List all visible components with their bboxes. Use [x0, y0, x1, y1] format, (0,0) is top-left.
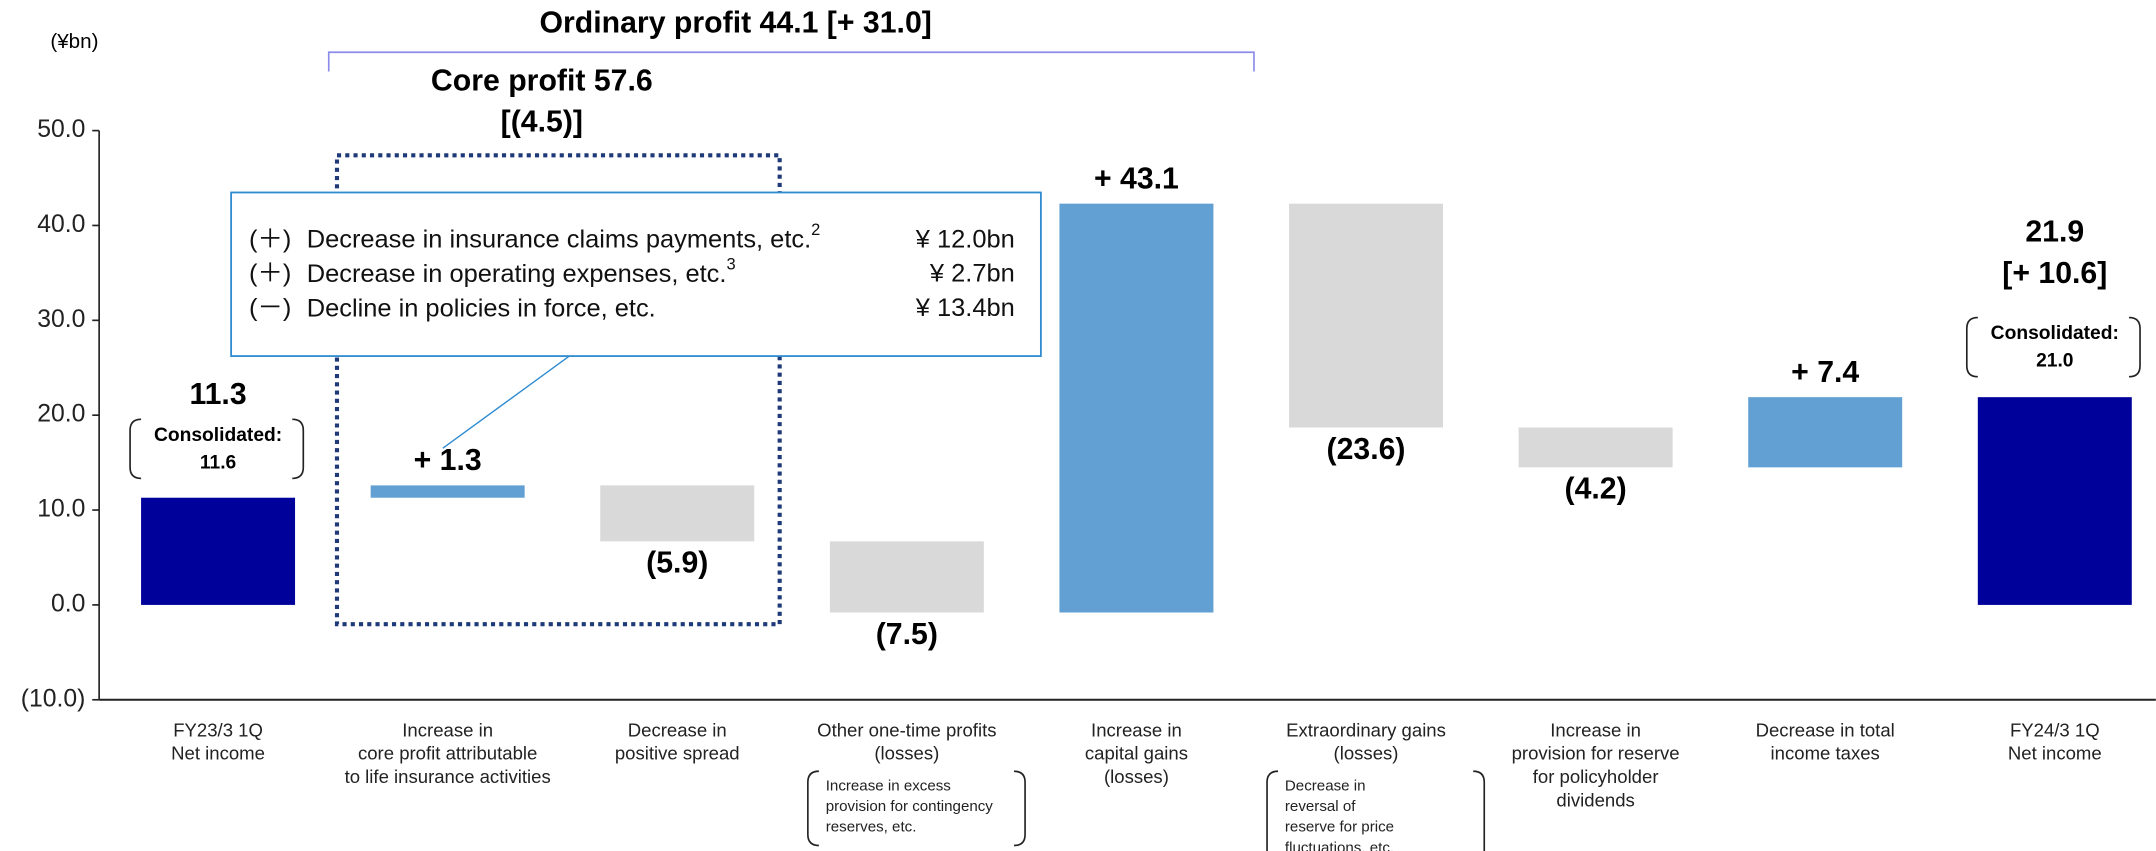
callout-item: Decrease in insurance claims payments, e…	[307, 225, 811, 253]
x-tick-label: Decrease in	[628, 719, 727, 740]
x-tick-label: positive spread	[615, 743, 740, 764]
x-tick-label: (losses)	[1104, 766, 1169, 787]
category-note-bracket	[1014, 770, 1026, 847]
x-tick-label: core profit attributable	[358, 743, 537, 764]
footnote-ref: 3	[726, 256, 735, 274]
y-tick-label: 50.0	[37, 116, 85, 143]
footnote-ref: 2	[811, 221, 820, 239]
x-tick-label: Extraordinary gains	[1286, 719, 1446, 740]
value-label: (5.9)	[646, 547, 708, 580]
consolidated-label: Consolidated:	[1991, 323, 2119, 344]
core-profit-box	[334, 153, 782, 627]
y-tick-label: 30.0	[37, 306, 85, 333]
callout-sign: (＋)	[249, 225, 291, 253]
bar	[370, 485, 525, 498]
x-tick-label: Net income	[2008, 743, 2102, 764]
callout-amount: ¥ 13.4bn	[915, 294, 1015, 322]
x-tick-label: capital gains	[1085, 743, 1188, 764]
x-tick-label: FY24/3 1Q	[2010, 719, 2100, 740]
category-note-bracket	[1473, 770, 1486, 851]
category-note: reserve for price	[1285, 819, 1394, 836]
value-label: + 1.3	[414, 444, 482, 477]
consolidated-bracket	[2128, 316, 2141, 378]
chart-title: Ordinary profit 44.1 [+ 31.0]	[540, 7, 932, 40]
x-tick-label: dividends	[1556, 789, 1634, 810]
bar	[1518, 427, 1673, 468]
x-tick-label: Net income	[171, 743, 265, 764]
category-note: reserves, etc.	[826, 819, 917, 836]
x-tick-label: FY23/3 1Q	[173, 719, 263, 740]
y-tick-label: 10.0	[37, 496, 85, 523]
callout-item: Decrease in operating expenses, etc.	[307, 260, 727, 288]
category-note: reversal of	[1285, 798, 1356, 815]
core-profit-change: [(4.5)]	[501, 106, 583, 139]
consolidated-bracket	[292, 418, 305, 480]
x-tick-label: Increase in	[402, 719, 493, 740]
change-label: [+ 10.6]	[2002, 257, 2107, 290]
callout-text: Decrease in operating expenses, etc.3	[307, 256, 736, 288]
consolidated-value: 11.6	[200, 452, 236, 473]
bar	[141, 497, 296, 605]
callout-sign: (－)	[249, 294, 291, 322]
bar	[829, 541, 984, 613]
callout-amount: ¥ 2.7bn	[929, 260, 1015, 288]
bar	[1059, 203, 1214, 613]
callout-box	[230, 191, 1042, 357]
category-note: provision for contingency	[826, 798, 994, 815]
x-tick-label: income taxes	[1771, 743, 1880, 764]
x-tick-label: Other one-time profits	[817, 719, 996, 740]
y-tick-label: 20.0	[37, 401, 85, 428]
consolidated-bracket	[1965, 316, 1978, 378]
x-tick-label: provision for reserve	[1512, 743, 1680, 764]
callout-connector	[442, 355, 570, 449]
unit-label: (¥bn)	[50, 30, 98, 53]
callout-sign: (＋)	[249, 260, 291, 288]
value-label: 21.9	[2025, 216, 2084, 249]
consolidated-bracket	[129, 418, 142, 480]
value-label: (23.6)	[1327, 433, 1406, 466]
x-tick-label: Increase in	[1091, 719, 1182, 740]
category-note: Decrease in	[1285, 777, 1366, 794]
bar	[600, 485, 755, 542]
consolidated-value: 21.0	[2036, 351, 2073, 372]
core-profit-label: Core profit 57.6	[431, 64, 653, 97]
x-tick-label: for policyholder	[1533, 766, 1659, 787]
ordinary-profit-bracket	[327, 51, 1255, 72]
x-tick-label: (losses)	[1334, 743, 1399, 764]
value-label: 11.3	[189, 378, 246, 411]
x-tick-label: (losses)	[874, 743, 939, 764]
category-note-bracket	[1266, 770, 1279, 851]
y-tick-label: (10.0)	[21, 685, 86, 712]
callout-item: Decline in policies in force, etc.	[307, 294, 656, 322]
y-tick-label: 40.0	[37, 211, 85, 238]
consolidated-label: Consolidated:	[154, 425, 282, 446]
category-note: Increase in excess	[826, 777, 952, 794]
callout-amount: ¥ 12.0bn	[915, 225, 1015, 253]
value-label: + 7.4	[1791, 356, 1859, 389]
x-tick-label: Decrease in total	[1756, 719, 1895, 740]
callout-text: Decrease in insurance claims payments, e…	[307, 221, 821, 253]
value-label: (4.2)	[1565, 473, 1627, 506]
x-tick-label: Increase in	[1550, 719, 1641, 740]
y-tick-label: 0.0	[51, 590, 85, 617]
category-note-bracket	[807, 770, 819, 847]
value-label: + 43.1	[1094, 162, 1179, 195]
bar	[1977, 397, 2132, 605]
value-label: (7.5)	[876, 618, 938, 651]
bar	[1748, 397, 1903, 468]
bar	[1289, 203, 1444, 428]
category-note: fluctuations, etc.	[1285, 839, 1394, 851]
x-tick-label: to life insurance activities	[345, 766, 551, 787]
callout-text: Decline in policies in force, etc.	[307, 294, 656, 322]
